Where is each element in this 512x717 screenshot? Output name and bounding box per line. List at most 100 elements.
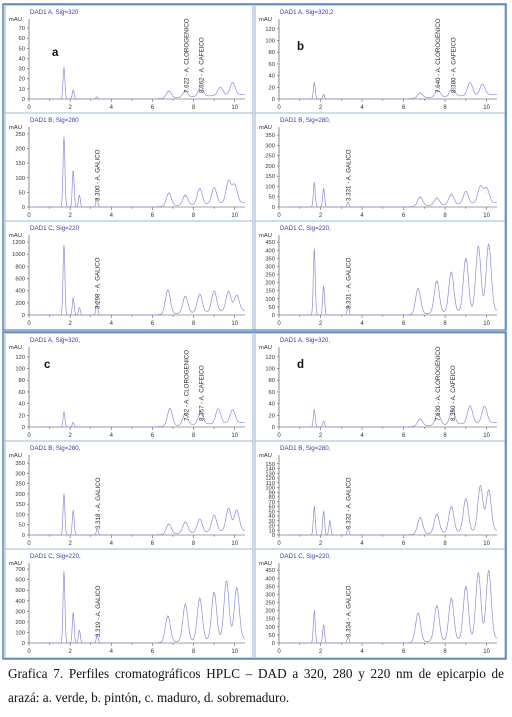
peak-annotation: 7.622 - A. CLOROGENICO: [183, 18, 190, 93]
peak-point: [436, 199, 438, 201]
peak-point: [436, 282, 438, 284]
x-tick-label: 2: [319, 433, 323, 439]
x-tick-label: 2: [319, 321, 323, 327]
y-tick-label: 100: [265, 39, 275, 45]
peak-point: [228, 512, 229, 513]
panel-header: DAD1 B, Sig=280,: [280, 117, 331, 124]
x-tick-label: 6: [151, 649, 155, 655]
y-tick-label: 200: [15, 620, 25, 626]
y-unit-label: mAU: [259, 233, 272, 239]
chromatogram-trace: [35, 571, 246, 644]
x-tick-label: 8: [443, 433, 447, 439]
peak-point: [419, 419, 421, 421]
y-tick-label: 60: [19, 390, 25, 396]
x-tick-label: 6: [151, 321, 155, 327]
x-tick-label: 2: [68, 213, 72, 219]
peak-point: [436, 515, 438, 517]
x-tick-label: 10: [231, 433, 238, 439]
peak-point: [96, 634, 98, 635]
y-tick-label: 800: [15, 264, 25, 270]
peak-point: [199, 190, 201, 192]
peak-point: [313, 248, 315, 250]
figure-frame-top: [2, 3, 507, 331]
peak-point: [219, 90, 221, 92]
x-tick-label: 6: [151, 433, 155, 439]
figure-caption: Grafica 7. Perfiles cromatográficos HPLC…: [8, 662, 504, 710]
peak-point: [96, 528, 98, 530]
y-tick-label: 0: [22, 205, 25, 211]
peak-point: [313, 182, 315, 183]
peak-point: [168, 524, 170, 526]
chromatogram-trace: [35, 67, 245, 100]
peak-annotation: 8.362 - A. CAFEICO: [199, 37, 206, 93]
y-tick-label: 40: [269, 514, 275, 520]
y-tick-label: 100: [265, 486, 275, 492]
peak-annotation: 8.357 - A. CAFEICO: [198, 365, 205, 421]
peak-point: [452, 90, 453, 92]
x-tick-label: 6: [402, 213, 406, 219]
y-tick-label: 40: [19, 402, 25, 408]
quadrant-letter: a: [52, 47, 59, 59]
peak-point: [199, 600, 201, 602]
y-tick-label: 0: [22, 425, 25, 431]
panel-d-1: DAD1 A, Sig=320, mAU 0 20 40 60 80 100 120 0 2 4 6 8 1…: [259, 337, 497, 439]
peak-point: [72, 612, 74, 613]
peak-point: [313, 409, 315, 410]
y-tick-label: 50: [19, 46, 25, 52]
quadrant-letter: b: [297, 41, 304, 53]
peak-point: [232, 413, 234, 415]
panel-d-3: DAD1 C, Sig=220,mAU050100150200250300350…: [255, 548, 505, 655]
y-tick-label: 120: [15, 355, 25, 361]
panel-header: DAD1 A, Sig=320,2: [280, 9, 334, 16]
y-unit-label: mAU: [9, 345, 22, 351]
peak-point: [323, 93, 324, 95]
y-tick-label: 100: [265, 297, 275, 303]
y-tick-label: 20: [19, 413, 25, 419]
chromatogram-trace: [35, 408, 245, 428]
x-tick-label: 10: [483, 321, 490, 327]
peak-point: [323, 510, 324, 512]
x-tick-label: 8: [443, 649, 447, 655]
peak-point: [72, 89, 74, 91]
y-tick-label: 250: [15, 132, 25, 138]
peak-point: [419, 518, 421, 519]
y-tick-label: 400: [265, 248, 275, 254]
y-tick-label: 0: [272, 533, 275, 539]
y-tick-label: 0: [22, 97, 25, 103]
peak-point: [419, 197, 421, 199]
y-tick-label: 700: [15, 567, 25, 573]
y-tick-label: 100: [265, 625, 275, 631]
y-tick-label: 300: [15, 609, 25, 615]
peak-point: [213, 595, 215, 596]
peak-point: [313, 610, 315, 612]
y-tick-label: 100: [15, 367, 25, 373]
peak-annotation: 3.319 - A. GALICO: [95, 585, 102, 637]
y-tick-label: 20: [269, 413, 275, 419]
peak-point: [465, 501, 467, 503]
x-tick-label: 4: [110, 649, 114, 655]
x-tick-label: 4: [110, 105, 114, 111]
panel-header: DAD1 A, Sig=320: [30, 9, 79, 16]
y-tick-label: 200: [265, 164, 275, 170]
y-tick-label: 250: [265, 154, 275, 160]
peak-point: [63, 493, 65, 495]
peak-annotation: 3.298 - A. GALICO: [94, 257, 101, 309]
x-tick-label: 6: [402, 649, 406, 655]
x-tick-label: 6: [402, 105, 406, 111]
y-tick-label: 60: [19, 36, 25, 42]
peak-point: [329, 520, 331, 522]
peak-point: [200, 89, 202, 91]
chromatogram-trace: [285, 81, 497, 100]
y-tick-label: 120: [265, 355, 275, 361]
y-tick-label: 200: [15, 147, 25, 153]
peak-point: [213, 293, 215, 295]
y-tick-label: 150: [265, 289, 275, 295]
y-unit-label: mAU: [259, 453, 272, 459]
y-tick-label: 50: [19, 523, 25, 529]
peak-point: [236, 591, 238, 593]
y-tick-label: 140: [265, 467, 275, 473]
peak-point: [228, 184, 229, 186]
y-tick-label: 350: [265, 133, 275, 139]
